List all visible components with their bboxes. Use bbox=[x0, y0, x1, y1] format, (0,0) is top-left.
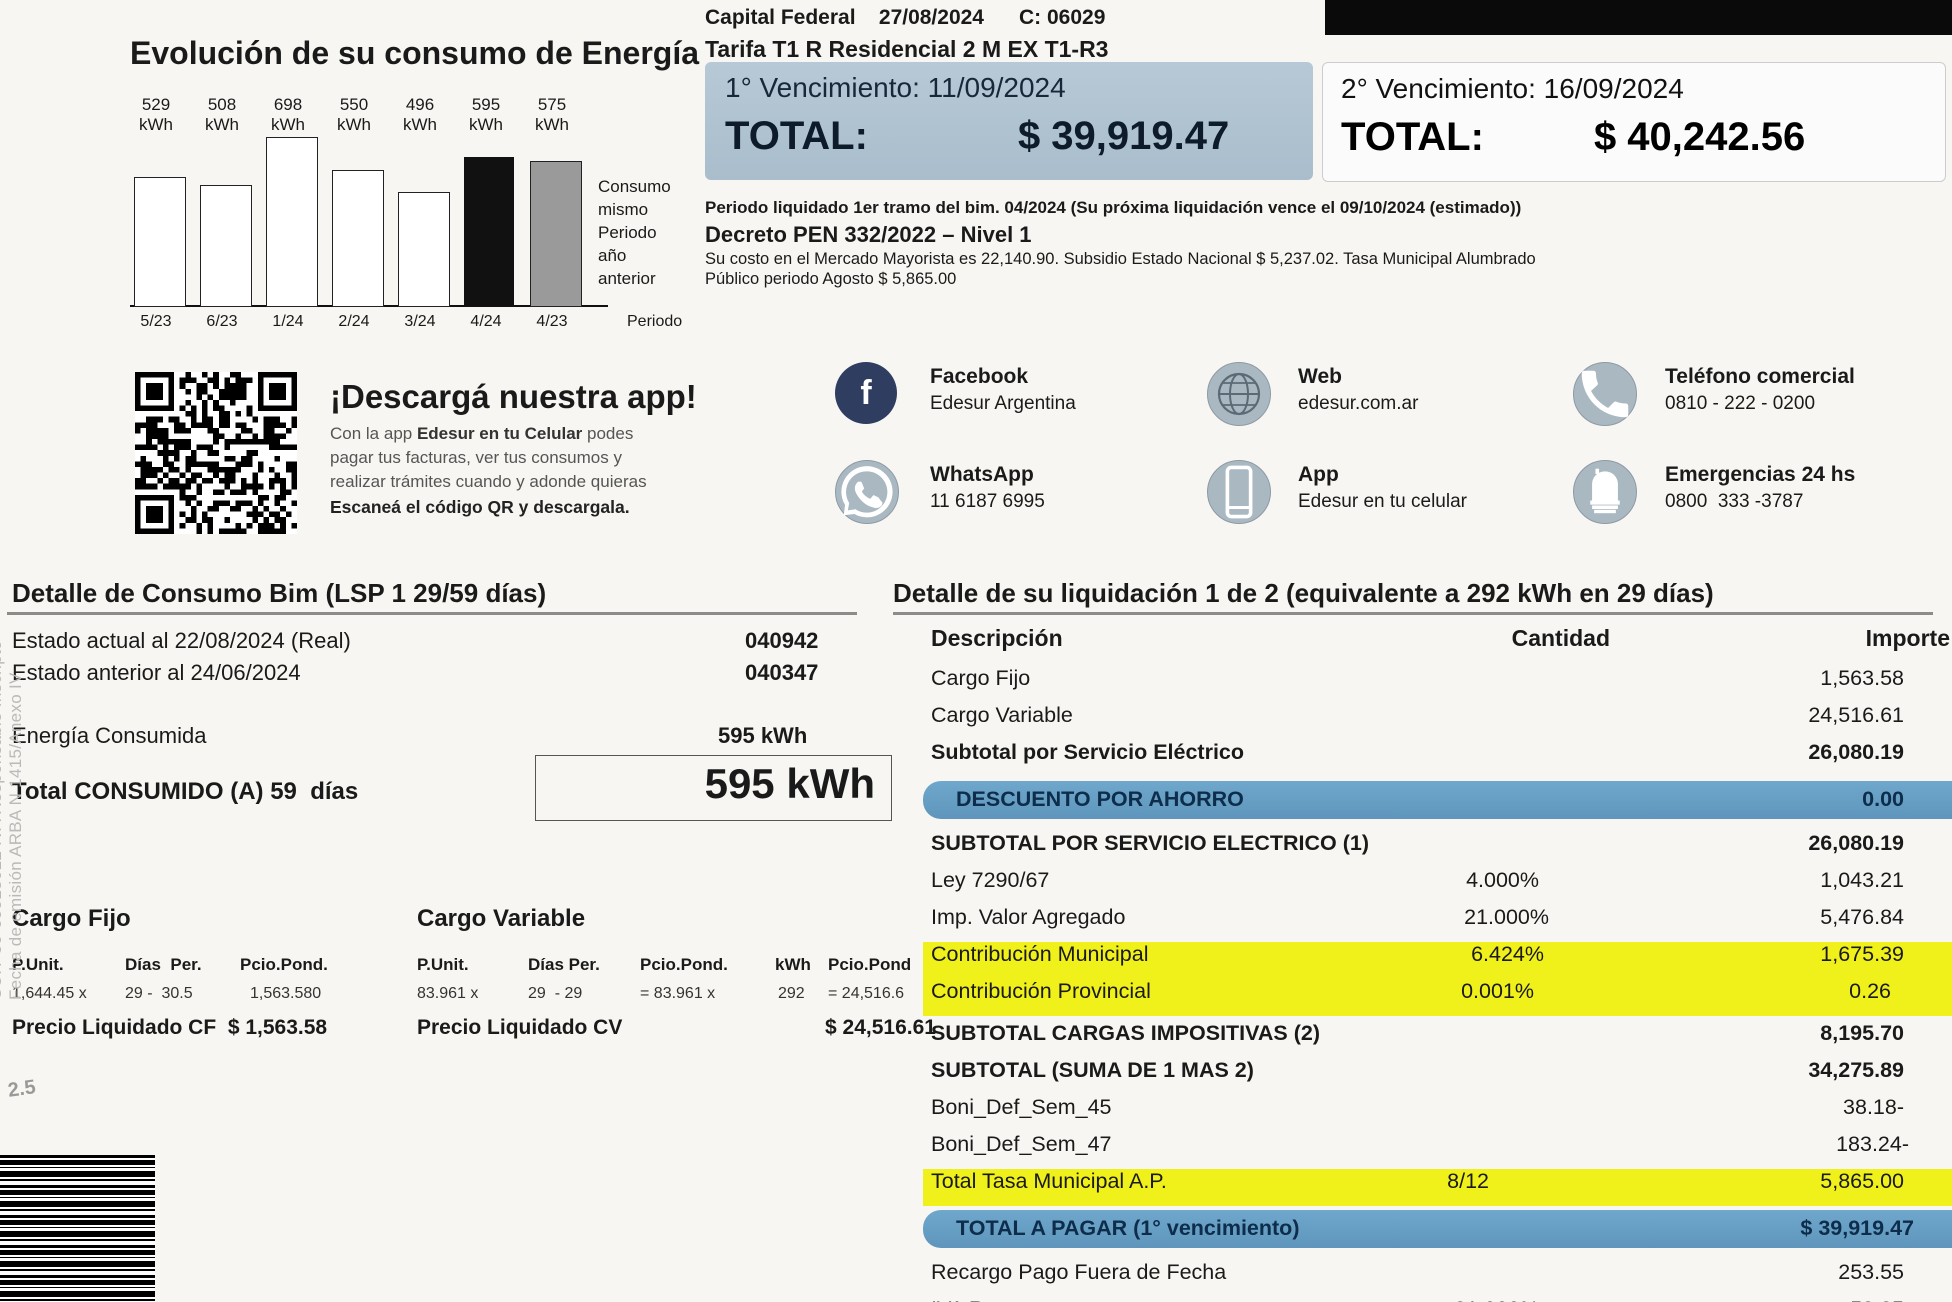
svg-text:f: f bbox=[860, 374, 872, 412]
